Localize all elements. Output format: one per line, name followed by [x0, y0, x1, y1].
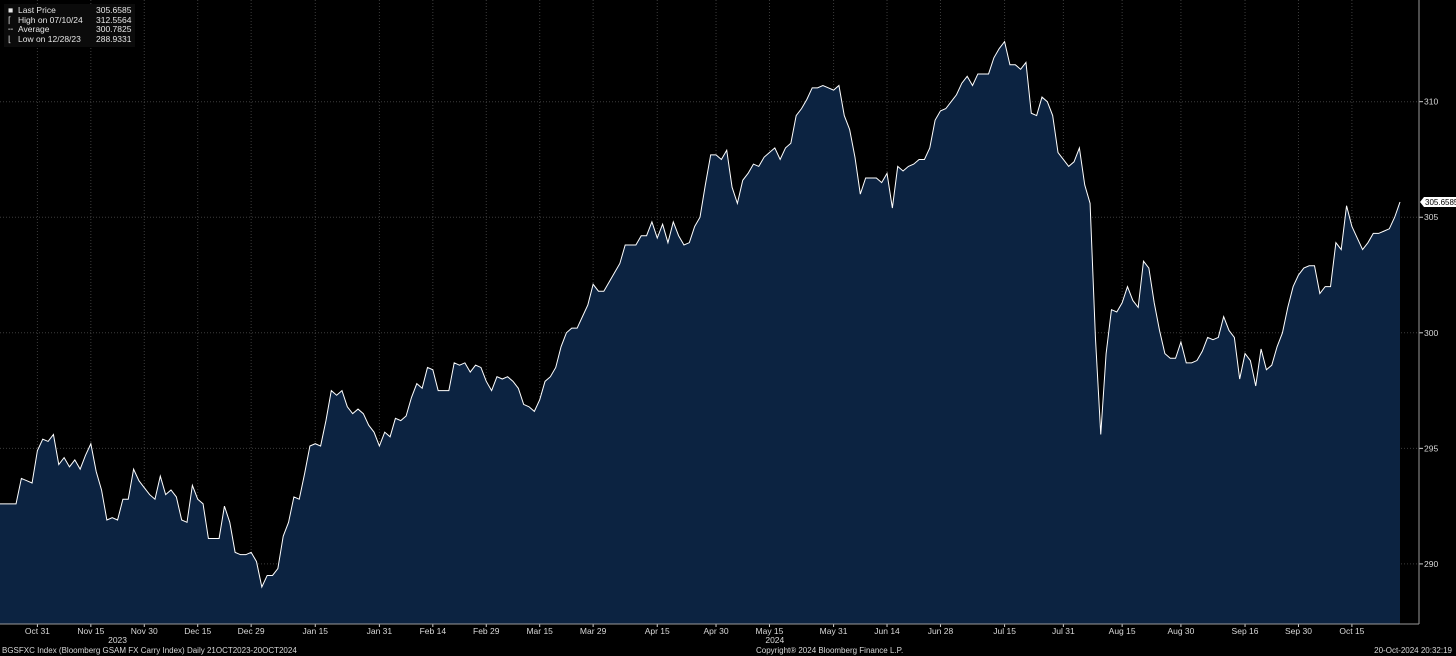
x-axis: Oct 31 Nov 15 Nov 30 Dec 15 Dec 29 Jan 15 Jan …: [0, 623, 1419, 645]
x-tick-label: Aug 30: [1167, 626, 1194, 636]
x-tick-label: Oct 31: [25, 626, 50, 636]
average-marker-icon: ╌: [8, 24, 14, 35]
legend-value: 305.6585: [96, 5, 132, 15]
year-label: 2024: [765, 635, 784, 645]
price-area: [0, 41, 1400, 625]
x-tick-label: Sep 16: [1232, 626, 1259, 636]
y-tick-label: 300: [1424, 328, 1438, 338]
footer-bar: BGSFXC Index (Bloomberg GSAM FX Carry In…: [0, 645, 1456, 656]
x-tick-label: Jul 31: [1052, 626, 1075, 636]
x-tick-label: Aug 15: [1109, 626, 1136, 636]
x-tick-label: May 15: [756, 626, 784, 636]
chart-legend: ■ Last Price 305.6585 ⌈ High on 07/10/24…: [4, 4, 136, 48]
legend-value: 312.5564: [96, 14, 132, 25]
footer-copyright: Copyright® 2024 Bloomberg Finance L.P.: [756, 646, 904, 655]
x-tick-label: Jan 31: [367, 626, 393, 636]
legend-label: Low on 12/28/23: [18, 33, 81, 44]
x-tick-label: May 31: [820, 626, 848, 636]
x-tick-label: Feb 14: [420, 626, 447, 636]
x-tick-label: Feb 29: [473, 626, 500, 636]
y-tick-label: 310: [1424, 97, 1438, 107]
last-price-tag: [1420, 196, 1456, 207]
x-tick-label: Nov 30: [131, 626, 158, 636]
low-marker-icon: ⌊: [8, 33, 12, 44]
square-icon: ■: [8, 5, 14, 15]
x-tick-label: Apr 15: [645, 626, 670, 636]
footer-timestamp: 20-Oct-2024 20:32:19: [1374, 646, 1452, 655]
x-tick-label: Apr 30: [704, 626, 729, 636]
x-tick-label: Dec 29: [238, 626, 265, 636]
legend-value: 288.9331: [96, 33, 132, 44]
legend-label: Last Price: [18, 5, 56, 15]
x-tick-label: Mar 29: [580, 626, 607, 636]
x-tick-label: Jun 14: [874, 626, 900, 636]
last-price-tag-label: 305.6585: [1425, 198, 1456, 207]
legend-label: High on 07/10/24: [18, 14, 83, 25]
price-line: [0, 40, 1401, 589]
y-tick-label: 305: [1424, 212, 1438, 222]
high-marker-icon: ⌈: [8, 14, 12, 25]
x-tick-label: Sep 30: [1285, 626, 1312, 636]
x-tick-label: Jan 15: [303, 626, 329, 636]
legend-average: ╌ Average 300.7825: [8, 25, 131, 35]
legend-value: 300.7825: [96, 24, 132, 35]
x-tick-label: Oct 15: [1339, 626, 1364, 636]
x-tick-label: Jun 28: [928, 626, 954, 636]
legend-label: Average: [18, 24, 50, 35]
y-tick-label: 295: [1424, 443, 1438, 453]
y-tick-label: 290: [1424, 559, 1438, 569]
last-price-marker: 305.6585: [1420, 196, 1456, 207]
year-label: 2023: [108, 635, 127, 645]
x-tick-label: Mar 15: [526, 626, 553, 636]
legend-low: ⌊ Low on 12/28/23 288.9331: [8, 33, 132, 45]
footer-index-description: BGSFXC Index (Bloomberg GSAM FX Carry In…: [2, 646, 297, 655]
x-tick-label: Nov 15: [77, 626, 104, 636]
legend-last-price: ■ Last Price 305.6585: [8, 5, 132, 16]
legend-high: ⌈ High on 07/10/24 312.5564: [8, 14, 132, 26]
y-axis: 290 295 300 305 310: [1418, 0, 1438, 624]
x-tick-label: Jul 15: [993, 626, 1016, 636]
x-tick-label: Dec 15: [184, 626, 211, 636]
